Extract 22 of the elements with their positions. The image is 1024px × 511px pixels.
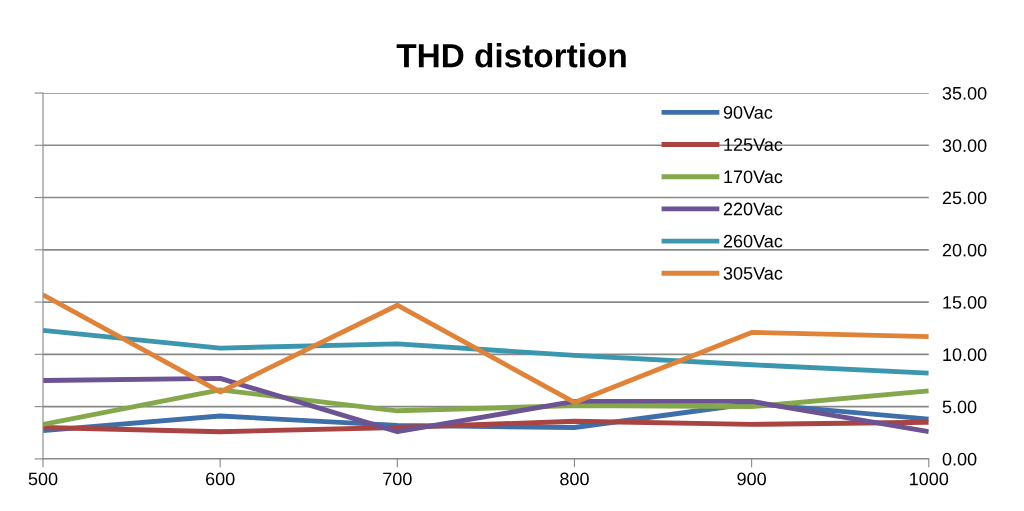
x-tick-label: 600 [206, 472, 235, 486]
chart-title: THD distortion [396, 43, 626, 68]
y-tick-label: 35.00 [942, 86, 987, 100]
legend-label: 125Vac [724, 138, 783, 152]
x-tick-label: 500 [28, 472, 58, 486]
legend-label: 305Vac [723, 266, 783, 280]
y-tick-label: 25.00 [942, 191, 987, 205]
y-tick-label: 10.00 [943, 348, 987, 362]
x-tick-label: 800 [560, 472, 589, 486]
legend-label: 170Vac [724, 170, 783, 184]
y-tick-label: 5.00 [942, 400, 977, 414]
y-tick-label: 15.00 [943, 296, 987, 309]
legend-label: 90Vac [723, 106, 773, 119]
y-tick-label: 20.00 [942, 243, 987, 257]
y-tick-label: 30.00 [942, 139, 987, 152]
x-tick-label: 700 [383, 472, 412, 486]
y-tick-label: 0.00 [942, 452, 977, 466]
legend-label: 260Vac [723, 234, 783, 248]
legend-label: 220Vac [723, 202, 783, 216]
line-series [43, 418, 929, 435]
x-tick-label: 900 [737, 472, 766, 486]
x-tick-label: 1000 [910, 472, 949, 486]
